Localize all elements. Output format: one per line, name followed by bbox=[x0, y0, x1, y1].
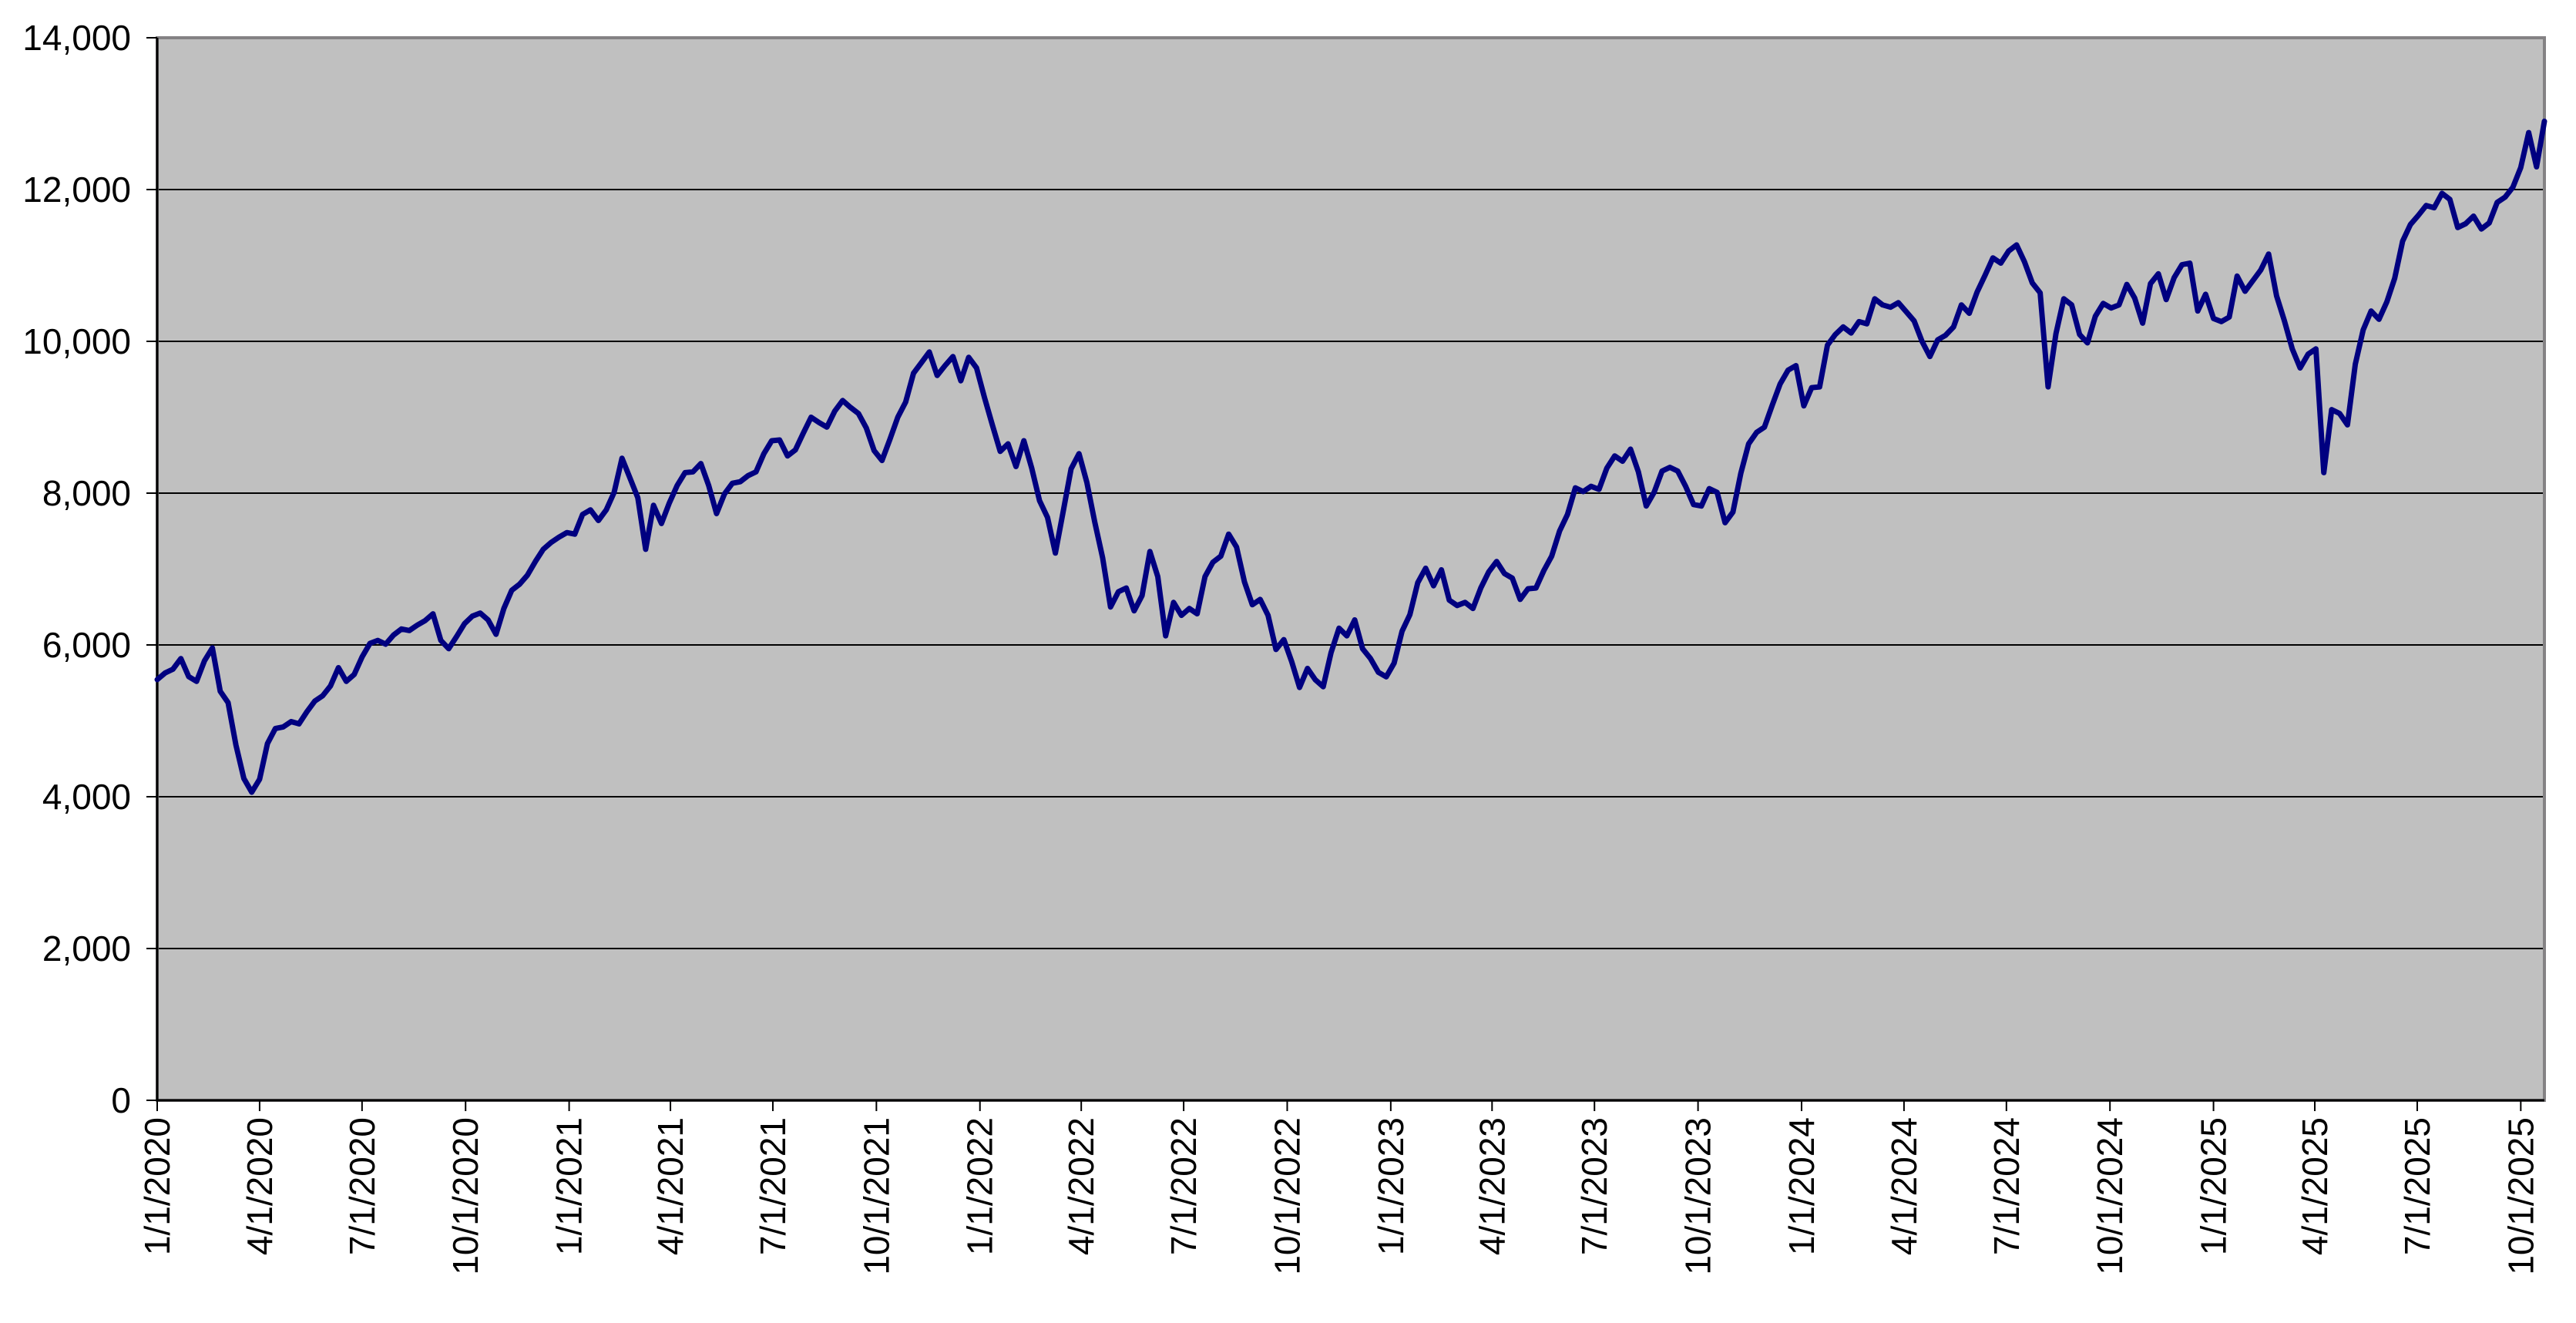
y-axis-label: 8,000 bbox=[42, 473, 131, 513]
x-axis-label: 10/1/2022 bbox=[1267, 1117, 1307, 1275]
x-axis-label: 1/1/2024 bbox=[1782, 1117, 1822, 1255]
x-axis-label: 1/1/2025 bbox=[2194, 1117, 2234, 1255]
x-axis-label: 7/1/2020 bbox=[342, 1117, 382, 1255]
y-axis-label: 14,000 bbox=[22, 18, 131, 58]
series-line bbox=[154, 118, 2547, 795]
x-axis-label: 1/1/2021 bbox=[549, 1117, 589, 1255]
x-axis-label: 7/1/2024 bbox=[1987, 1117, 2027, 1255]
x-axis-label: 4/1/2024 bbox=[1884, 1117, 1924, 1255]
x-axis-label: 10/1/2021 bbox=[856, 1117, 896, 1275]
x-axis-label: 4/1/2020 bbox=[240, 1117, 280, 1255]
y-axis-label: 2,000 bbox=[42, 928, 131, 969]
y-axis-label: 12,000 bbox=[22, 170, 131, 210]
x-axis-label: 7/1/2021 bbox=[753, 1117, 793, 1255]
y-axis-label: 0 bbox=[111, 1080, 131, 1120]
x-axis-label: 10/1/2023 bbox=[1678, 1117, 1718, 1275]
x-axis-label: 7/1/2022 bbox=[1164, 1117, 1204, 1255]
x-axis-label: 4/1/2025 bbox=[2295, 1117, 2335, 1255]
x-axis-label: 10/1/2024 bbox=[2090, 1117, 2130, 1275]
y-axis-label: 6,000 bbox=[42, 625, 131, 665]
y-axis-label: 10,000 bbox=[22, 321, 131, 361]
x-axis-label: 1/1/2022 bbox=[960, 1117, 1000, 1255]
x-axis-label: 4/1/2021 bbox=[650, 1117, 690, 1255]
plot-area bbox=[157, 38, 2544, 1100]
x-axis-label: 1/1/2020 bbox=[137, 1117, 177, 1255]
x-axis-label: 4/1/2023 bbox=[1472, 1117, 1512, 1255]
x-axis-label: 7/1/2025 bbox=[2397, 1117, 2437, 1255]
y-axis-label: 4,000 bbox=[42, 777, 131, 817]
x-axis-label: 10/1/2025 bbox=[2500, 1117, 2541, 1275]
x-axis-label: 1/1/2023 bbox=[1371, 1117, 1411, 1255]
x-axis-label: 4/1/2022 bbox=[1061, 1117, 1101, 1255]
x-axis-label: 7/1/2023 bbox=[1574, 1117, 1614, 1255]
x-axis-label: 10/1/2020 bbox=[445, 1117, 485, 1275]
